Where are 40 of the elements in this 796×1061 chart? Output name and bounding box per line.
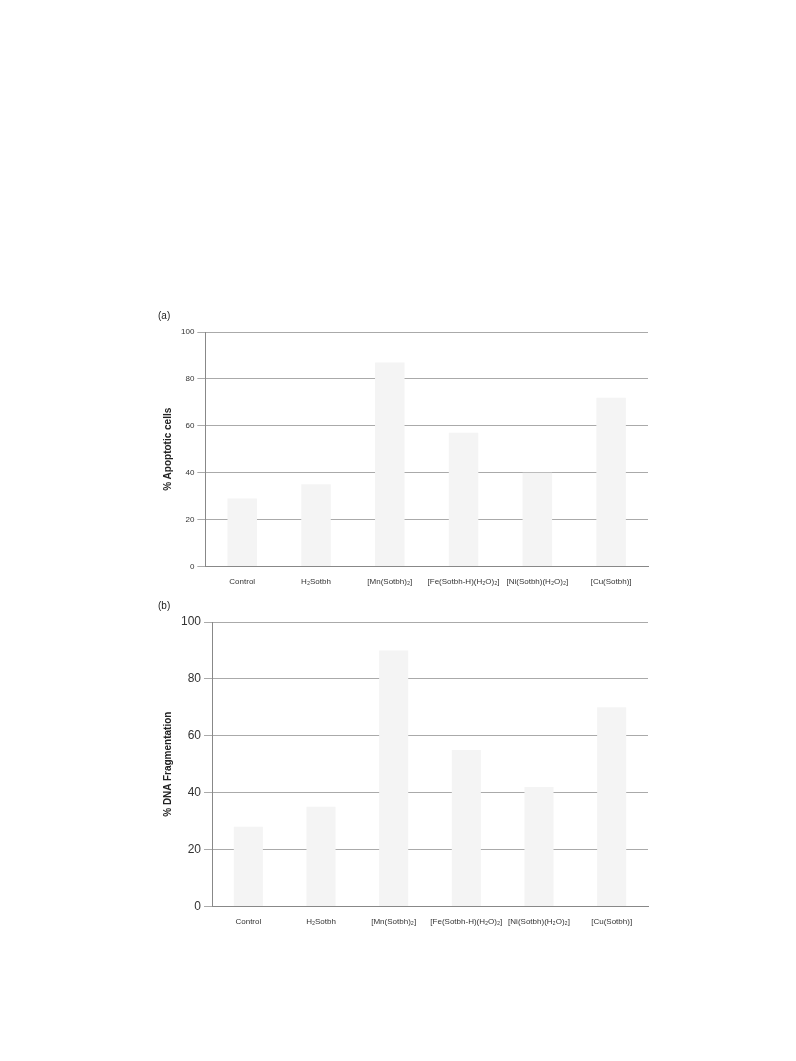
y-tick-label: 80 — [185, 374, 195, 384]
bar — [451, 749, 481, 906]
bar — [596, 397, 626, 566]
x-tick-label: [Ni(Sotbh)(H₂O)₂] — [508, 917, 570, 927]
y-axis-title: % DNA Fragmentation — [161, 711, 173, 817]
y-tick-label: 60 — [185, 420, 195, 430]
x-tick-label: H₂Sotbh — [301, 577, 331, 587]
x-tick-label: Control — [235, 917, 262, 927]
y-tick-label: 100 — [180, 327, 195, 337]
bar — [597, 707, 627, 906]
y-tick-label: 0 — [194, 898, 202, 913]
chart-title: (a) — [158, 309, 171, 321]
y-tick-label: 60 — [187, 728, 202, 743]
bar — [227, 498, 257, 566]
x-tick-label: H₂Sotbh — [306, 917, 336, 927]
y-tick-label: 20 — [187, 841, 202, 856]
x-tick-label: [Fe(Sotbh-H)(H₂O)₂] — [427, 577, 500, 587]
bar — [233, 826, 263, 906]
y-tick-label: 80 — [187, 671, 202, 686]
bar — [306, 806, 336, 906]
x-tick-label: [Ni(Sotbh)(H₂O)₂] — [506, 577, 569, 587]
y-tick-label: 20 — [185, 514, 195, 524]
x-tick-label: Control — [229, 577, 256, 587]
y-axis-title: % Apoptotic cells — [161, 407, 173, 491]
chart-title: (b) — [158, 599, 171, 611]
x-tick-label: [Mn(Sotbh)₂] — [367, 577, 413, 587]
x-tick-label: [Cu(Sotbh)] — [590, 577, 632, 587]
bar — [522, 472, 553, 566]
bar — [524, 786, 554, 906]
bar — [448, 432, 479, 566]
bar — [379, 650, 409, 906]
bar — [375, 362, 405, 566]
y-tick-label: 100 — [180, 614, 202, 629]
x-tick-label: [Fe(Sotbh-H)(H₂O)₂] — [430, 917, 503, 927]
x-tick-label: [Cu(Sotbh)] — [591, 917, 633, 927]
bar — [301, 484, 331, 566]
y-tick-label: 40 — [187, 784, 202, 799]
x-tick-label: [Mn(Sotbh)₂] — [371, 917, 417, 927]
y-tick-label: 40 — [185, 467, 195, 477]
y-tick-label: 0 — [189, 561, 195, 571]
